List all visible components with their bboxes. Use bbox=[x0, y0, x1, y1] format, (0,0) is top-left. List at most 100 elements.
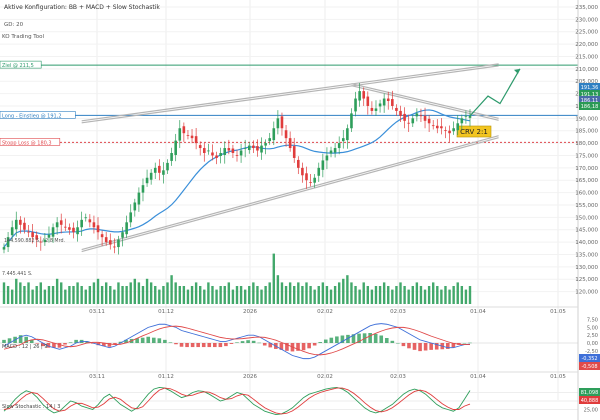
candle-body bbox=[202, 148, 206, 153]
price-tick-label: 155,000 bbox=[575, 203, 598, 209]
volume-bar bbox=[129, 282, 132, 304]
volume-bar bbox=[2, 282, 6, 304]
x-tick-label: 01.04 bbox=[470, 309, 486, 315]
volume-bar bbox=[55, 278, 59, 304]
candle-body bbox=[55, 222, 59, 228]
volume-bar bbox=[207, 282, 210, 304]
price-tick-label: 165,000 bbox=[575, 178, 598, 184]
volume-bar bbox=[301, 286, 304, 304]
x-tick-label-macd: 02.02 bbox=[317, 374, 333, 380]
volume-bar bbox=[141, 286, 145, 304]
stoch-tag-2-box bbox=[579, 396, 600, 404]
macd-histogram-bar bbox=[418, 343, 422, 352]
macd-histogram-bar bbox=[379, 335, 384, 343]
candle-body bbox=[468, 115, 472, 118]
volume-bar bbox=[149, 282, 153, 304]
candle-body bbox=[297, 159, 300, 168]
macd-histogram-bar bbox=[434, 343, 439, 350]
target-label-box bbox=[0, 60, 42, 69]
candle-body bbox=[10, 227, 14, 236]
volume-bar bbox=[100, 286, 104, 304]
macd-histogram-bar bbox=[412, 343, 417, 350]
macd-histogram-bar bbox=[74, 339, 78, 343]
volume-marker-label: 7.445.441 S. bbox=[2, 271, 33, 277]
volume-bar bbox=[280, 282, 284, 304]
volume-bar bbox=[415, 282, 419, 304]
macd-histogram-bar bbox=[390, 340, 395, 343]
volume-bar bbox=[27, 282, 30, 304]
volume-bar bbox=[158, 289, 161, 304]
candle-body bbox=[223, 148, 227, 155]
volume-bar bbox=[464, 289, 468, 304]
volume-bar bbox=[468, 286, 472, 304]
candle-body bbox=[341, 138, 345, 142]
candle-body bbox=[39, 241, 43, 243]
macd-histogram-bar bbox=[346, 334, 350, 343]
volume-bar bbox=[137, 282, 141, 304]
candle-body bbox=[182, 126, 186, 134]
crv-box bbox=[456, 125, 492, 138]
candle-body bbox=[43, 239, 47, 243]
candle-body bbox=[215, 155, 218, 158]
price-tick-label: 215,000 bbox=[575, 54, 598, 60]
candle-body bbox=[313, 177, 316, 183]
candle-body bbox=[227, 148, 231, 151]
volume-bar bbox=[113, 289, 116, 304]
macd-histogram-bar bbox=[384, 338, 389, 343]
candle-body bbox=[252, 145, 255, 149]
candle-body bbox=[309, 182, 312, 184]
candle-body bbox=[170, 153, 173, 161]
price-tick-label: 185,000 bbox=[575, 129, 598, 135]
candle-body bbox=[211, 152, 214, 156]
price-tick-label: 235,000 bbox=[575, 5, 598, 11]
macd-tick-label: 2,50 bbox=[587, 333, 598, 339]
wedge-upper-line bbox=[351, 83, 499, 119]
candle-body bbox=[96, 225, 100, 233]
candle-body bbox=[72, 227, 75, 233]
candle-body bbox=[145, 177, 149, 184]
volume-bar bbox=[419, 286, 423, 304]
volume-bar bbox=[436, 286, 439, 304]
volume-bar bbox=[162, 286, 165, 304]
volume-bar bbox=[96, 278, 100, 304]
candle-body bbox=[403, 113, 406, 121]
volume-bar bbox=[432, 282, 435, 304]
volume-bar bbox=[399, 282, 402, 304]
candle-body bbox=[2, 247, 6, 250]
wedge-upper-line-inner bbox=[351, 85, 499, 121]
price-tick-label: 220,000 bbox=[575, 42, 598, 48]
macd-histogram-bar bbox=[96, 343, 101, 346]
macd-histogram-bar bbox=[257, 342, 261, 344]
macd-tag-2: -0,508 bbox=[581, 364, 597, 370]
x-tick-label: 01.12 bbox=[158, 309, 174, 315]
macd-histogram-bar bbox=[168, 342, 173, 343]
candle-body bbox=[292, 146, 296, 158]
macd-histogram-bar bbox=[18, 335, 23, 343]
candle-body bbox=[407, 122, 410, 124]
macd-histogram-bar bbox=[229, 343, 234, 344]
entry-label: Long - Einstieg @ 191,2 bbox=[2, 113, 62, 119]
candle-body bbox=[47, 234, 51, 238]
volume-bar bbox=[104, 282, 108, 304]
macd-histogram-bar bbox=[323, 339, 328, 343]
macd-histogram-bar bbox=[218, 343, 223, 348]
candle-body bbox=[113, 246, 116, 248]
macd-histogram-bar bbox=[63, 343, 67, 345]
volume-bar bbox=[88, 286, 92, 304]
volume-bar bbox=[203, 289, 206, 304]
macd-histogram-bar bbox=[46, 343, 51, 348]
candle-body bbox=[108, 240, 112, 245]
volume-bar bbox=[252, 282, 255, 304]
volume-bar bbox=[109, 286, 112, 304]
candle-body bbox=[194, 136, 198, 144]
x-tick-label: 03.11 bbox=[89, 309, 105, 315]
volume-bar bbox=[346, 275, 349, 304]
volume-bar bbox=[325, 286, 329, 304]
stoch-tag-2: 40,888 bbox=[581, 398, 599, 404]
candle-body bbox=[452, 128, 455, 132]
volume-bar bbox=[297, 282, 300, 304]
candle-body bbox=[284, 130, 288, 139]
volume-bar bbox=[76, 282, 79, 304]
volume-bar bbox=[80, 286, 83, 304]
